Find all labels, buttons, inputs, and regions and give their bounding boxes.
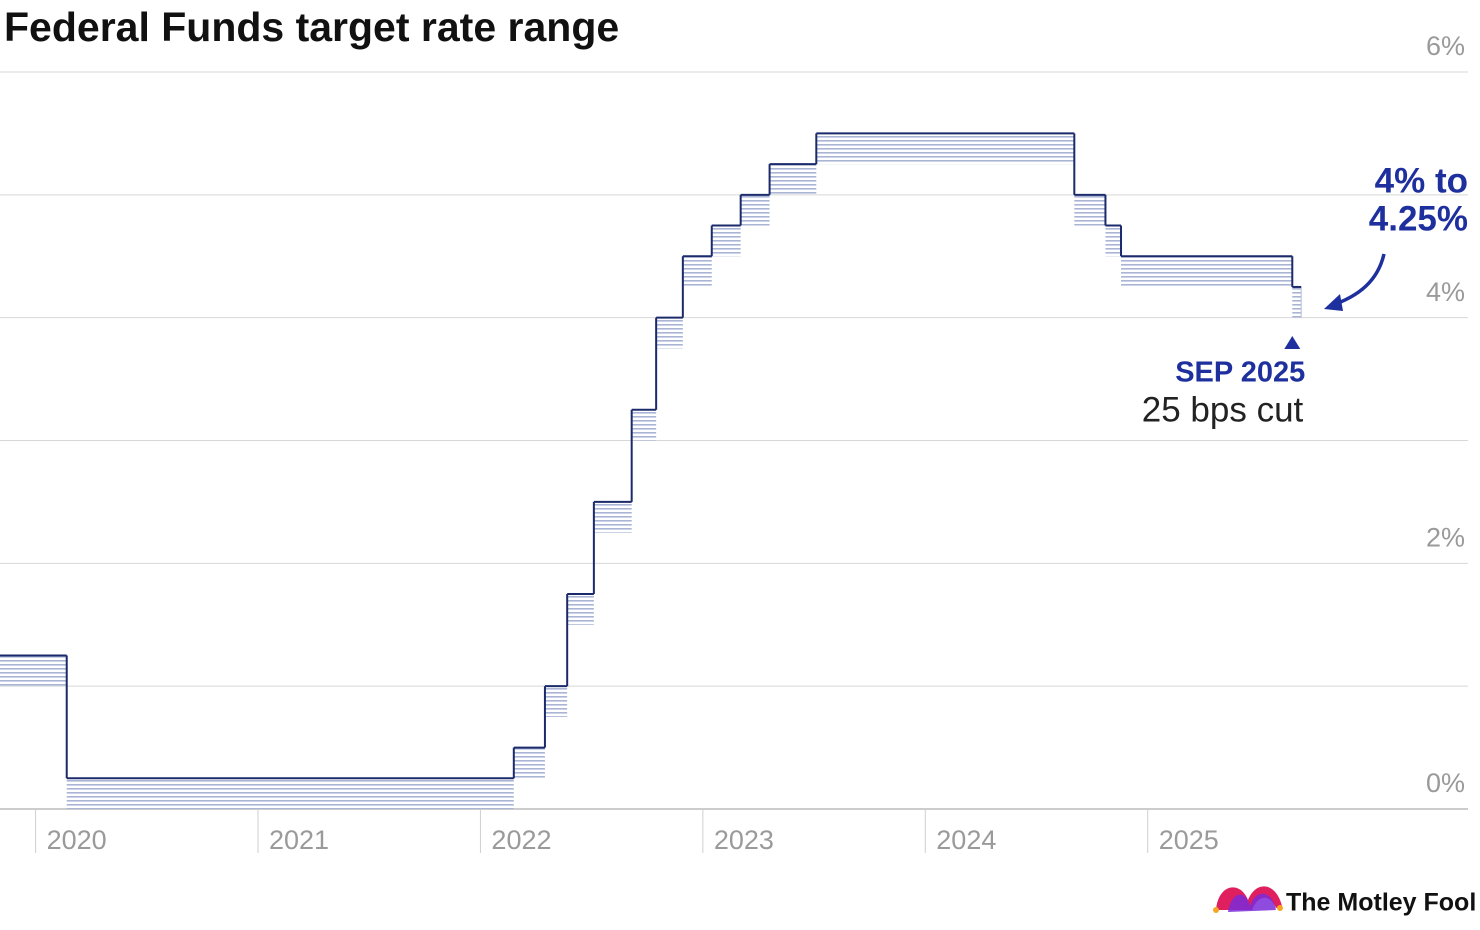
x-tick-label: 2020 [47,825,107,855]
y-tick-label: 4% [1426,277,1465,307]
range-band [656,317,683,349]
event-label: SEP 2025 [1175,357,1305,389]
chart-title: Federal Funds target rate range [4,4,619,50]
x-tick-label: 2024 [936,825,996,855]
logo-mark [1228,893,1276,912]
logo-dot [1213,907,1219,913]
range-band [682,256,712,287]
range-band [66,778,514,809]
range-band [544,686,568,717]
range-band [631,409,657,441]
x-tick-label: 2022 [491,825,551,855]
range-band [1292,286,1302,318]
logo-dot [1277,905,1283,911]
callout-arrowhead [1324,294,1343,311]
series [0,132,1302,809]
y-tick-label: 2% [1426,522,1465,552]
range-band [513,747,545,779]
range-band [1121,256,1293,287]
x-tick-label: 2025 [1159,825,1219,855]
range-band [593,501,632,533]
range-band [711,225,741,257]
range-band [1074,194,1106,226]
range-band [769,164,817,195]
event-note: 25 bps cut [1142,390,1304,429]
source-label: The Motley Fool [1286,889,1476,917]
range-band [740,194,770,226]
callout-label: 4% to [1375,161,1468,200]
range-band [567,594,594,625]
y-tick-label: 0% [1426,768,1465,798]
x-tick-label: 2023 [714,825,774,855]
y-tick-label: 6% [1426,31,1465,61]
range-band [1105,225,1122,257]
event-marker [1284,336,1301,349]
logo: The Motley Fool [1213,886,1476,917]
range-band [816,133,1075,165]
x-tick-label: 2021 [269,825,329,855]
range-band [0,655,67,687]
callout-label: 4.25% [1369,199,1468,238]
